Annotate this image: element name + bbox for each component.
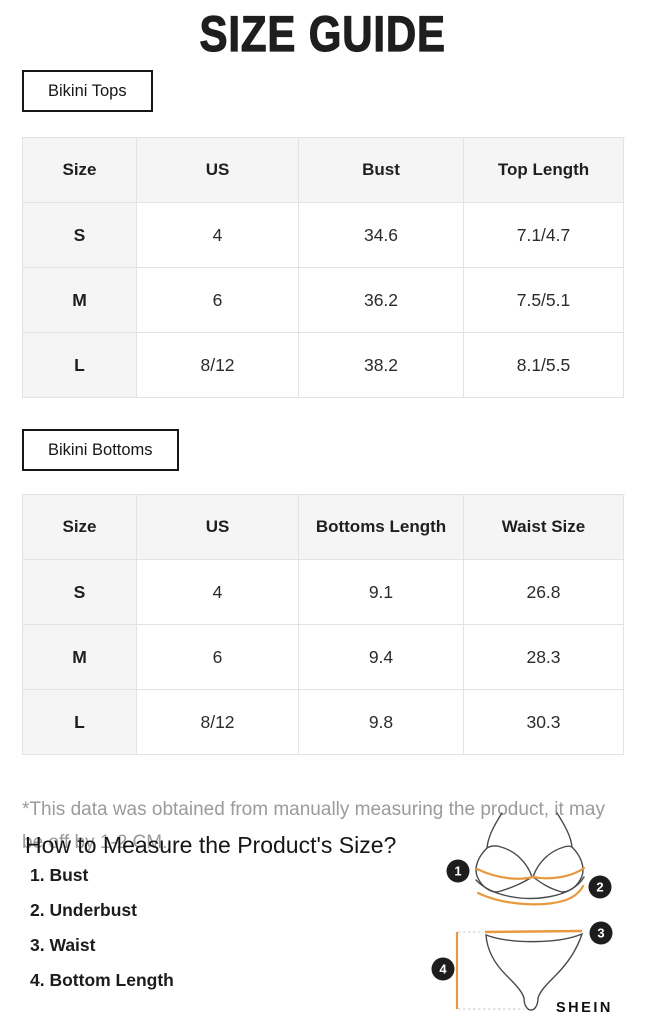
bikini-bottom-drawing [455, 929, 584, 1011]
table-cell: 28.3 [464, 625, 624, 690]
measure-markers: 1 2 3 4 [431, 859, 613, 981]
section-label-text: Bikini Bottoms [48, 441, 153, 459]
marker-4-badge: 4 [431, 957, 455, 981]
underband-outline [475, 876, 585, 900]
table-cell: 38.2 [299, 333, 464, 398]
header-cell: Size [23, 138, 137, 203]
table-cell: 36.2 [299, 268, 464, 333]
disclaimer-text: *This data was obtained from manually me… [22, 799, 605, 853]
table-row: L 8/12 38.2 8.1/5.5 [23, 333, 625, 398]
measure-list-item: 4. Bottom Length [30, 970, 174, 990]
header-cell: US [137, 138, 299, 203]
marker-1-badge: 1 [446, 859, 470, 883]
table-cell: 9.1 [299, 560, 464, 625]
table-cell: 26.8 [464, 560, 624, 625]
table-cell: 7.1/4.7 [464, 203, 624, 268]
header-cell: Waist Size [464, 495, 624, 560]
header-cell: Top Length [464, 138, 624, 203]
size-cell: L [23, 333, 137, 398]
left-strap-line [486, 812, 503, 849]
size-cell: M [23, 625, 137, 690]
bust-measure-line [475, 866, 586, 880]
table-header-row: Size US Bust Top Length [23, 138, 625, 203]
bikini-bottoms-size-table: Size US Bottoms Length Waist Size S 4 9.… [22, 494, 625, 755]
size-cell: S [23, 203, 137, 268]
panty-outline [485, 932, 584, 1011]
size-cell: L [23, 690, 137, 755]
section-label-bikini-bottoms: Bikini Bottoms [22, 429, 179, 471]
bikini-tops-size-table: Size US Bust Top Length S 4 34.6 7.1/4.7… [22, 137, 625, 398]
marker-2-badge: 2 [588, 875, 612, 899]
table-row: S 4 9.1 26.8 [23, 560, 625, 625]
size-cell: M [23, 268, 137, 333]
table-cell: 9.8 [299, 690, 464, 755]
header-cell: Bust [299, 138, 464, 203]
measurement-illustration: 1 2 3 4 SHEIN [431, 812, 613, 1016]
left-cup-outline [475, 845, 533, 893]
measure-list-item: 1. Bust [30, 865, 89, 885]
table-cell: 4 [137, 560, 299, 625]
table-cell: 7.5/5.1 [464, 268, 624, 333]
top-measure-lines [475, 866, 586, 906]
header-cell: Size [23, 495, 137, 560]
underbust-measure-line [476, 884, 585, 906]
dashed-guide-lines [458, 931, 524, 1010]
marker-1-number: 1 [454, 864, 461, 879]
marker-3-badge: 3 [589, 921, 613, 945]
brand-logo: SHEIN [556, 1000, 613, 1016]
measure-list-item: 2. Underbust [30, 900, 137, 920]
marker-4-number: 4 [439, 962, 447, 977]
table-cell: 4 [137, 203, 299, 268]
measure-list-item: 3. Waist [30, 935, 96, 955]
marker-2-number: 2 [596, 880, 603, 895]
section-label-bikini-tops: Bikini Tops [22, 70, 153, 112]
header-cell: Bottoms Length [299, 495, 464, 560]
size-cell: S [23, 560, 137, 625]
header-cell: US [137, 495, 299, 560]
table-row: M 6 9.4 28.3 [23, 625, 625, 690]
right-strap-line [556, 812, 573, 848]
table-cell: 30.3 [464, 690, 624, 755]
table-cell: 6 [137, 268, 299, 333]
section-label-text: Bikini Tops [48, 82, 127, 100]
table-cell: 34.6 [299, 203, 464, 268]
bikini-top-drawing [475, 812, 585, 900]
marker-3-number: 3 [597, 926, 604, 941]
table-cell: 8/12 [137, 333, 299, 398]
measure-list: 1. Bust 2. Underbust 3. Waist 4. Bottom … [30, 866, 174, 1006]
table-row: M 6 36.2 7.5/5.1 [23, 268, 625, 333]
page-title: SIZE GUIDE [0, 5, 645, 63]
table-cell: 6 [137, 625, 299, 690]
table-row: L 8/12 9.8 30.3 [23, 690, 625, 755]
table-cell: 8/12 [137, 690, 299, 755]
table-cell: 8.1/5.5 [464, 333, 624, 398]
table-cell: 9.4 [299, 625, 464, 690]
how-to-heading: How to Measure the Product's Size? [25, 832, 397, 858]
waist-measure-line [484, 929, 583, 934]
right-cup-outline [532, 845, 584, 893]
page-title-text: SIZE GUIDE [199, 5, 446, 62]
table-row: S 4 34.6 7.1/4.7 [23, 203, 625, 268]
table-header-row: Size US Bottoms Length Waist Size [23, 495, 625, 560]
